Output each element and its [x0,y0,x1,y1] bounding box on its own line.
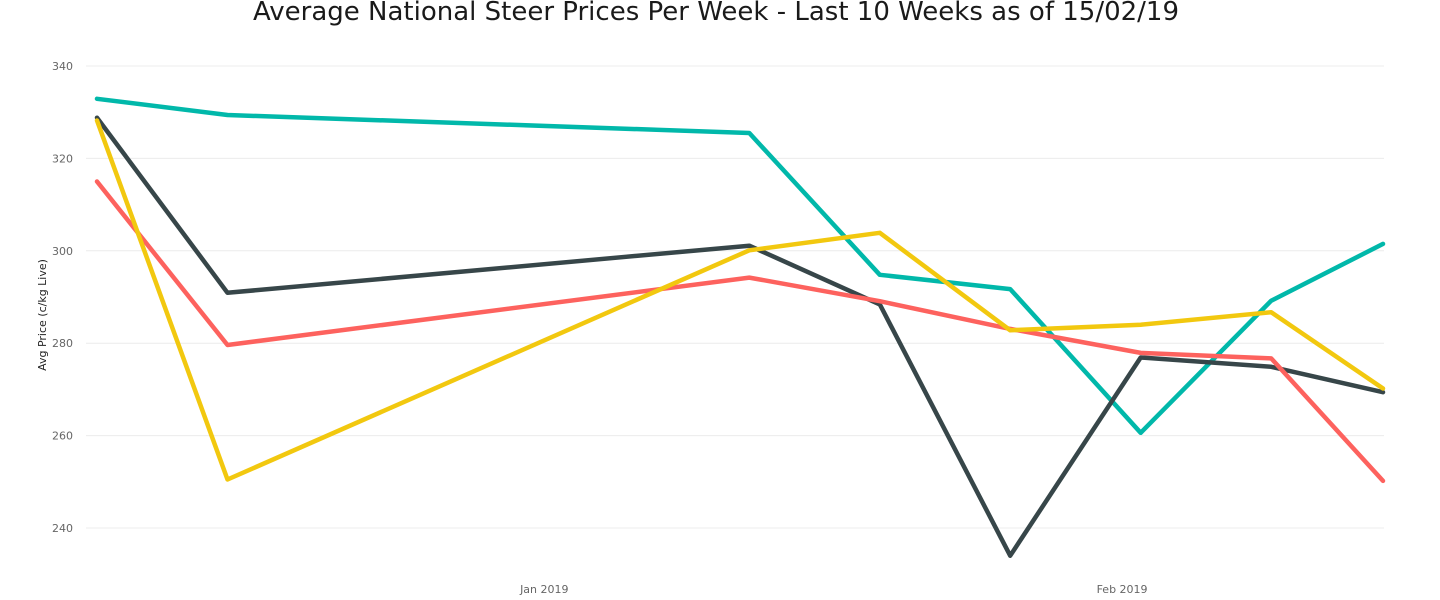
series-line-4[interactable] [94,118,1386,482]
chart-title: Average National Steer Prices Per Week -… [253,0,1179,27]
y-tick-label: 240 [52,522,73,535]
y-tick-label: 260 [52,430,73,443]
series-line-3[interactable] [94,179,1386,484]
x-tick-label: Jan 2019 [519,583,568,596]
y-axis-ticks: 240 260 280 300 320 340 [52,60,73,535]
y-tick-label: 320 [52,152,73,165]
gridlines [86,65,1384,529]
y-axis-label: Avg Price (c/kg Live) [36,259,49,371]
y-tick-label: 340 [52,60,73,73]
x-axis-ticks: Jan 2019 Feb 2019 [519,583,1147,596]
y-tick-label: 280 [52,337,73,350]
series-line-2[interactable] [94,115,1386,558]
series-line-1[interactable] [94,96,1386,436]
x-tick-label: Feb 2019 [1097,583,1148,596]
y-tick-label: 300 [52,245,73,258]
series-lines [94,96,1386,558]
